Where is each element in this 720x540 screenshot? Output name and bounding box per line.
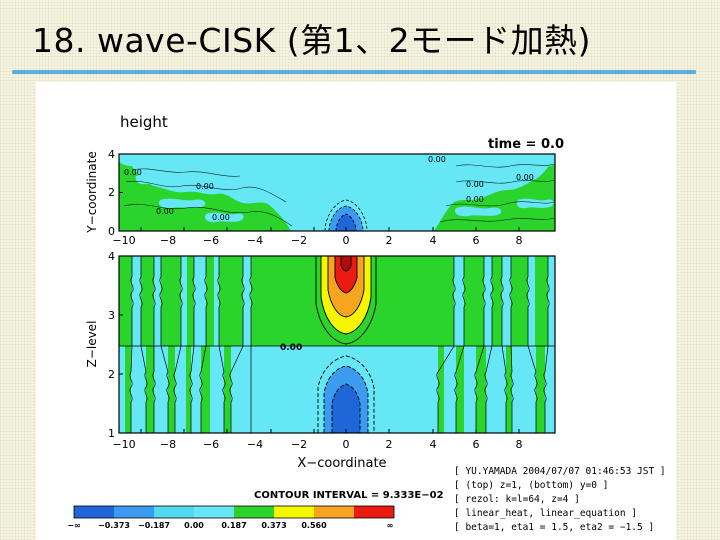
bottom-panel-field: 0.00: [119, 256, 555, 433]
bottom-x-tick: 8: [516, 438, 523, 451]
bottom-y-tick: 4: [108, 250, 115, 263]
top-panel-field: 0.00 0.00 0.00 0.00 0.00 0.00 0.00 0.00: [119, 154, 555, 231]
colorbar-tick-label: −0.373: [98, 521, 130, 530]
colorbar-tick-label: 0.373: [261, 521, 286, 530]
top-y-axis-label: Y−coordinate: [85, 151, 99, 233]
level-boundary-label: 0.00: [280, 343, 302, 353]
bottom-x-tick: −10: [112, 438, 135, 451]
bottom-x-tick: 6: [473, 438, 480, 451]
run-info-line: [ linear_heat, linear_equation ]: [454, 508, 637, 519]
slide-title: 18. wave-CISK (第1、2モード加熱): [32, 21, 592, 60]
title-underline: [12, 70, 696, 74]
top-x-tick: 6: [473, 234, 480, 247]
bottom-x-tick: 0: [343, 438, 350, 451]
bottom-x-tick: −6: [203, 438, 219, 451]
colorbar-tick-label: 0.187: [221, 521, 246, 530]
colorbar-swatch: [194, 506, 234, 518]
run-info-line: [ YU.YAMADA 2004/07/07 01:46:53 JST ]: [454, 466, 666, 477]
colorbar-swatch: [74, 506, 114, 518]
top-x-tick: −2: [291, 234, 307, 247]
bottom-x-tick: −4: [247, 438, 263, 451]
colorbar-tick-label: 0.560: [301, 521, 327, 530]
top-x-tick: −4: [247, 234, 263, 247]
top-contour-label: 0.00: [516, 173, 534, 182]
top-contour-label: 0.00: [466, 195, 484, 204]
x-axis-label: X−coordinate: [297, 456, 386, 471]
top-contour-label: 0.00: [466, 180, 484, 189]
time-label: time = 0.0: [488, 137, 564, 152]
colorbar-tick-label: −0.187: [138, 521, 170, 530]
bottom-y-tick: 3: [108, 309, 115, 322]
colorbar-swatch: [274, 506, 314, 518]
top-x-tick: 8: [516, 234, 523, 247]
top-contour-label: 0.00: [124, 168, 142, 177]
bottom-y-axis-label: Z−level: [85, 321, 99, 368]
top-contour-label: 0.00: [428, 155, 446, 164]
top-x-tick: 4: [430, 234, 437, 247]
top-x-tick: −10: [112, 234, 135, 247]
colorbar-tick-label: −∞: [67, 521, 80, 530]
contour-figure: height time = 0.0: [36, 82, 676, 540]
colorbar-swatch: [314, 506, 354, 518]
colorbar-tick-label: 0.00: [184, 521, 204, 530]
bottom-x-tick: 2: [386, 438, 393, 451]
run-info-line: [ (top) z=1, (bottom) y=0 ]: [454, 480, 608, 491]
run-info-line: [ rezol: k=l=64, z=4 ]: [454, 494, 580, 505]
bottom-y-tick: 1: [108, 427, 115, 440]
top-contour-label: 0.00: [212, 213, 230, 222]
contour-interval-label: CONTOUR INTERVAL = 9.333E−02: [254, 490, 444, 501]
top-x-tick: 0: [343, 234, 350, 247]
colorbar-tick-label: ∞: [387, 521, 394, 530]
top-x-tick: −8: [160, 234, 176, 247]
colorbar-swatch: [234, 506, 274, 518]
top-x-tick: −6: [203, 234, 219, 247]
run-info-line: [ beta=1, eta1 = 1.5, eta2 = −1.5 ]: [454, 522, 654, 533]
colorbar-swatch: [154, 506, 194, 518]
top-x-tick: 2: [386, 234, 393, 247]
colorbar: [73, 505, 395, 519]
colorbar-swatch: [354, 506, 394, 518]
bottom-x-tick: −8: [160, 438, 176, 451]
top-contour-label: 0.00: [156, 207, 174, 216]
bottom-panel-frame: [118, 255, 556, 434]
top-contour-label: 0.00: [196, 182, 214, 191]
bottom-y-tick: 2: [108, 368, 115, 381]
bottom-x-tick: −2: [291, 438, 307, 451]
run-info: [ YU.YAMADA 2004/07/07 01:46:53 JST ] [ …: [454, 466, 666, 533]
contour-plot: height time = 0.0: [67, 113, 666, 533]
top-y-tick: 0: [108, 225, 115, 238]
top-y-tick: 4: [108, 148, 115, 161]
colorbar-swatch: [114, 506, 154, 518]
top-y-tick: 2: [108, 186, 115, 199]
bottom-x-tick: 4: [430, 438, 437, 451]
variable-title: height: [120, 113, 168, 131]
